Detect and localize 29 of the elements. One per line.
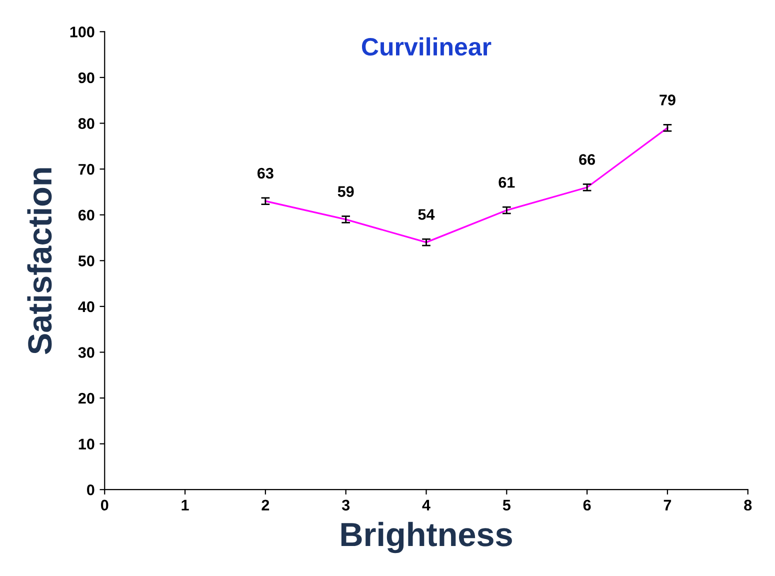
x-tick-label: 8 <box>744 500 752 511</box>
y-tick-label: 50 <box>78 256 94 266</box>
data-label: 54 <box>418 209 435 220</box>
y-tick-label: 40 <box>78 301 94 312</box>
y-tick-label: 0 <box>87 484 94 496</box>
x-tick-label: 4 <box>422 500 430 510</box>
y-tick-label: 30 <box>78 347 94 358</box>
y-tick-label: 20 <box>78 392 94 404</box>
y-tick-label: 70 <box>78 164 94 175</box>
x-axis-title: Brightness <box>341 522 512 554</box>
y-tick-label: 10 <box>78 438 94 450</box>
x-tick-label: 2 <box>262 500 270 510</box>
data-label: 61 <box>498 176 515 188</box>
y-tick-label: 90 <box>78 72 94 84</box>
x-tick-label: 6 <box>583 500 591 511</box>
data-label: 59 <box>338 186 354 197</box>
y-axis-title: Satisfaction <box>27 168 52 354</box>
x-tick-label: 1 <box>182 500 189 510</box>
y-tick-label: 80 <box>78 118 94 129</box>
y-tick-label: 60 <box>78 210 94 221</box>
x-tick-label: 7 <box>664 500 672 510</box>
data-label: 63 <box>258 168 274 179</box>
y-tick-label: 100 <box>70 26 94 38</box>
x-tick-label: 5 <box>502 500 510 511</box>
data-label: 66 <box>579 154 596 165</box>
data-label: 79 <box>660 94 676 106</box>
x-tick-label: 0 <box>100 500 108 511</box>
x-tick-label: 3 <box>342 500 350 511</box>
chart-title: Curvilinear <box>362 37 492 56</box>
